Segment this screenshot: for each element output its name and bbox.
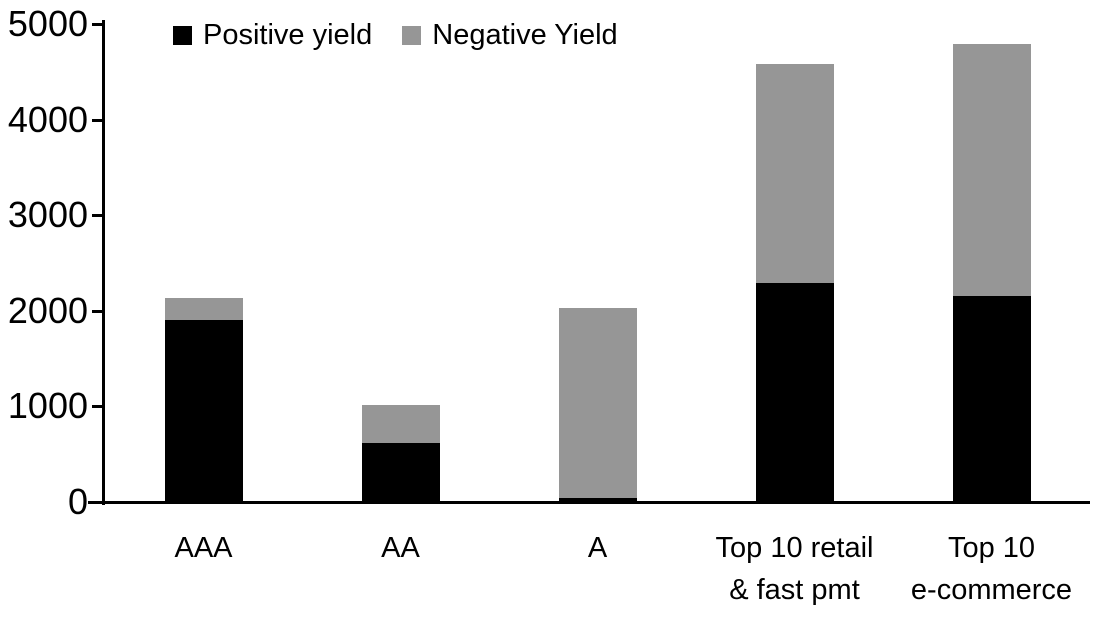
y-tick-4000 (92, 118, 105, 122)
bar-aa-negative-yield-segment (361, 405, 440, 443)
legend-label-positive-yield: Positive yield (203, 19, 373, 51)
y-axis-line (102, 20, 105, 505)
bar-aaa-negative-yield-segment (164, 298, 243, 321)
bar-a-negative-yield-segment (558, 307, 637, 499)
bar-aaa-positive-yield-segment (164, 320, 243, 502)
bar-aa-positive-yield-segment (361, 442, 440, 502)
x-category-label-aa: AA (381, 532, 420, 564)
y-tick-1000 (92, 405, 105, 409)
x-category-label-top-10-e-commerce: Top 10 e-commerce (910, 532, 1073, 606)
y-tick-label-1000: 1000 (7, 385, 88, 427)
bar-top-10-retail-fast-pmt-positive-yield-segment (755, 283, 834, 502)
legend-swatch-negative-yield (402, 25, 422, 45)
x-category-label-a: A (587, 532, 608, 564)
y-tick-label-2000: 2000 (7, 289, 88, 331)
x-category-label-top-10-retail-fast-pmt: Top 10 retail & fast pmt (715, 532, 874, 606)
y-tick-label-3000: 3000 (7, 194, 88, 236)
y-tick-label-0: 0 (67, 481, 88, 522)
legend-item-negative-yield: Negative Yield (402, 18, 618, 52)
y-tick-label-5000: 5000 (7, 3, 88, 44)
bar-a-positive-yield-segment (558, 498, 637, 502)
y-tick-2000 (92, 309, 105, 313)
bar-top-10-e-commerce-positive-yield-segment (952, 296, 1031, 502)
legend-swatch-positive-yield (173, 25, 192, 45)
legend-item-positive-yield: Positive yield (173, 18, 372, 52)
x-axis-line (88, 501, 1090, 504)
y-tick-3000 (92, 214, 105, 218)
x-category-label-aaa: AAA (174, 532, 233, 564)
legend-label-negative-yield: Negative Yield (432, 19, 618, 51)
bar-top-10-retail-fast-pmt-negative-yield-segment (755, 64, 834, 284)
bar-top-10-e-commerce-negative-yield-segment (952, 44, 1031, 297)
y-tick-5000 (92, 23, 105, 26)
y-tick-label-4000: 4000 (7, 98, 88, 140)
chart-legend: Positive yield Negative Yield (173, 18, 618, 52)
